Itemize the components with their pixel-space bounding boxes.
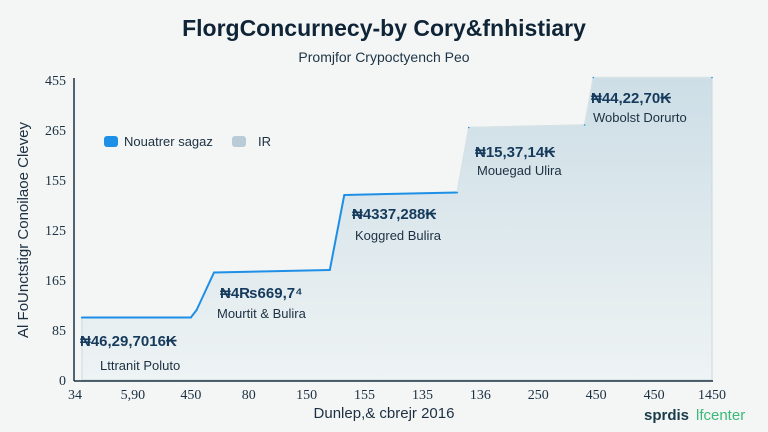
x-tick-label: 450: [586, 388, 607, 403]
x-tick-label: 450: [180, 388, 201, 403]
data-point: [190, 316, 192, 319]
x-tick-label: 155: [354, 388, 375, 403]
data-point: [343, 194, 346, 196]
legend: Nouatrer sagaz IR: [104, 134, 271, 149]
legend-swatch-1: [104, 136, 118, 147]
x-ticks: 34 5,90 450 80 150 155 135 136 250 450 450 1450: [68, 388, 726, 403]
series-segment: [189, 309, 198, 319]
series-segment: [468, 124, 586, 129]
annotation-label-3: Koggred Bulira: [355, 228, 442, 243]
annotation-label-5: Wobolst Dorurto: [593, 110, 687, 125]
data-point: [195, 309, 198, 311]
series-segment: [212, 269, 331, 274]
x-tick-label: 135: [412, 388, 433, 403]
watermark-part2: lfcenter: [696, 407, 745, 424]
x-tick-label: 1450: [698, 388, 726, 403]
line-layer: [80, 76, 713, 319]
annotation-label-2: Mourtit & Bulira: [217, 306, 307, 321]
annotation-value-1: ₦46,29,7016₭: [80, 333, 177, 350]
chart-title: FlorgConcurnecy-by Cory&fnhistiary: [182, 15, 586, 41]
y-tick-label: 85: [52, 324, 66, 339]
series-segment: [583, 76, 595, 126]
x-tick-label: 450: [644, 388, 665, 403]
x-tick-label: 150: [296, 388, 317, 403]
legend-swatch-2: [232, 136, 246, 147]
x-axis-label: Dunlep,& cbrejr 2016: [314, 405, 455, 422]
legend-label-1: Nouatrer sagaz: [124, 134, 213, 149]
annotation-label-1: Lttranit Poluto: [100, 358, 180, 373]
y-ticks: 0 85 165 125 155 265 455: [45, 74, 66, 389]
data-point: [456, 191, 459, 194]
y-tick-label: 455: [45, 74, 66, 89]
data-point: [467, 126, 470, 129]
data-point: [81, 316, 83, 319]
y-tick-label: 155: [45, 174, 66, 189]
legend-label-2: IR: [258, 134, 271, 149]
annotation-label-4: Mouegad Ulira: [477, 163, 562, 178]
y-axis-label: Al FoUnctstigr Conoilaoe Clevey: [15, 122, 32, 338]
series-segment: [343, 191, 459, 196]
x-tick-label: 136: [470, 388, 491, 403]
data-point: [711, 76, 713, 79]
x-tick-label: 250: [528, 388, 549, 403]
annotation-value-2: ₦4₨669,7⁴: [220, 285, 303, 302]
x-tick-label: 5,90: [121, 388, 146, 403]
series-segment: [456, 126, 470, 194]
series-segment: [195, 271, 215, 311]
watermark: sprdis lfcenter: [644, 407, 745, 424]
x-tick-label: 34: [68, 388, 82, 403]
data-point: [583, 124, 586, 126]
series-segment: [328, 194, 346, 271]
y-tick-label: 165: [45, 274, 66, 289]
annotations: ₦46,29,7016₭ Lttranit Poluto ₦4₨669,7⁴ K…: [80, 90, 687, 373]
data-point: [213, 271, 215, 274]
annotation-value-4: ₦15,37,14₭: [475, 144, 555, 161]
y-tick-label: 125: [45, 224, 66, 239]
watermark-part1: sprdis: [644, 407, 689, 424]
x-tick-label: 80: [242, 388, 256, 403]
y-tick-label: 0: [59, 374, 66, 389]
data-point: [592, 76, 595, 79]
chart-subtitle: Promjfor Crypoctyench Peo: [298, 49, 469, 65]
data-point: [329, 269, 331, 271]
annotation-value-5: ₦44,22,70₭: [591, 90, 671, 107]
y-tick-label: 265: [45, 124, 66, 139]
annotation-value-3: ₦4337,288₭: [352, 206, 436, 223]
